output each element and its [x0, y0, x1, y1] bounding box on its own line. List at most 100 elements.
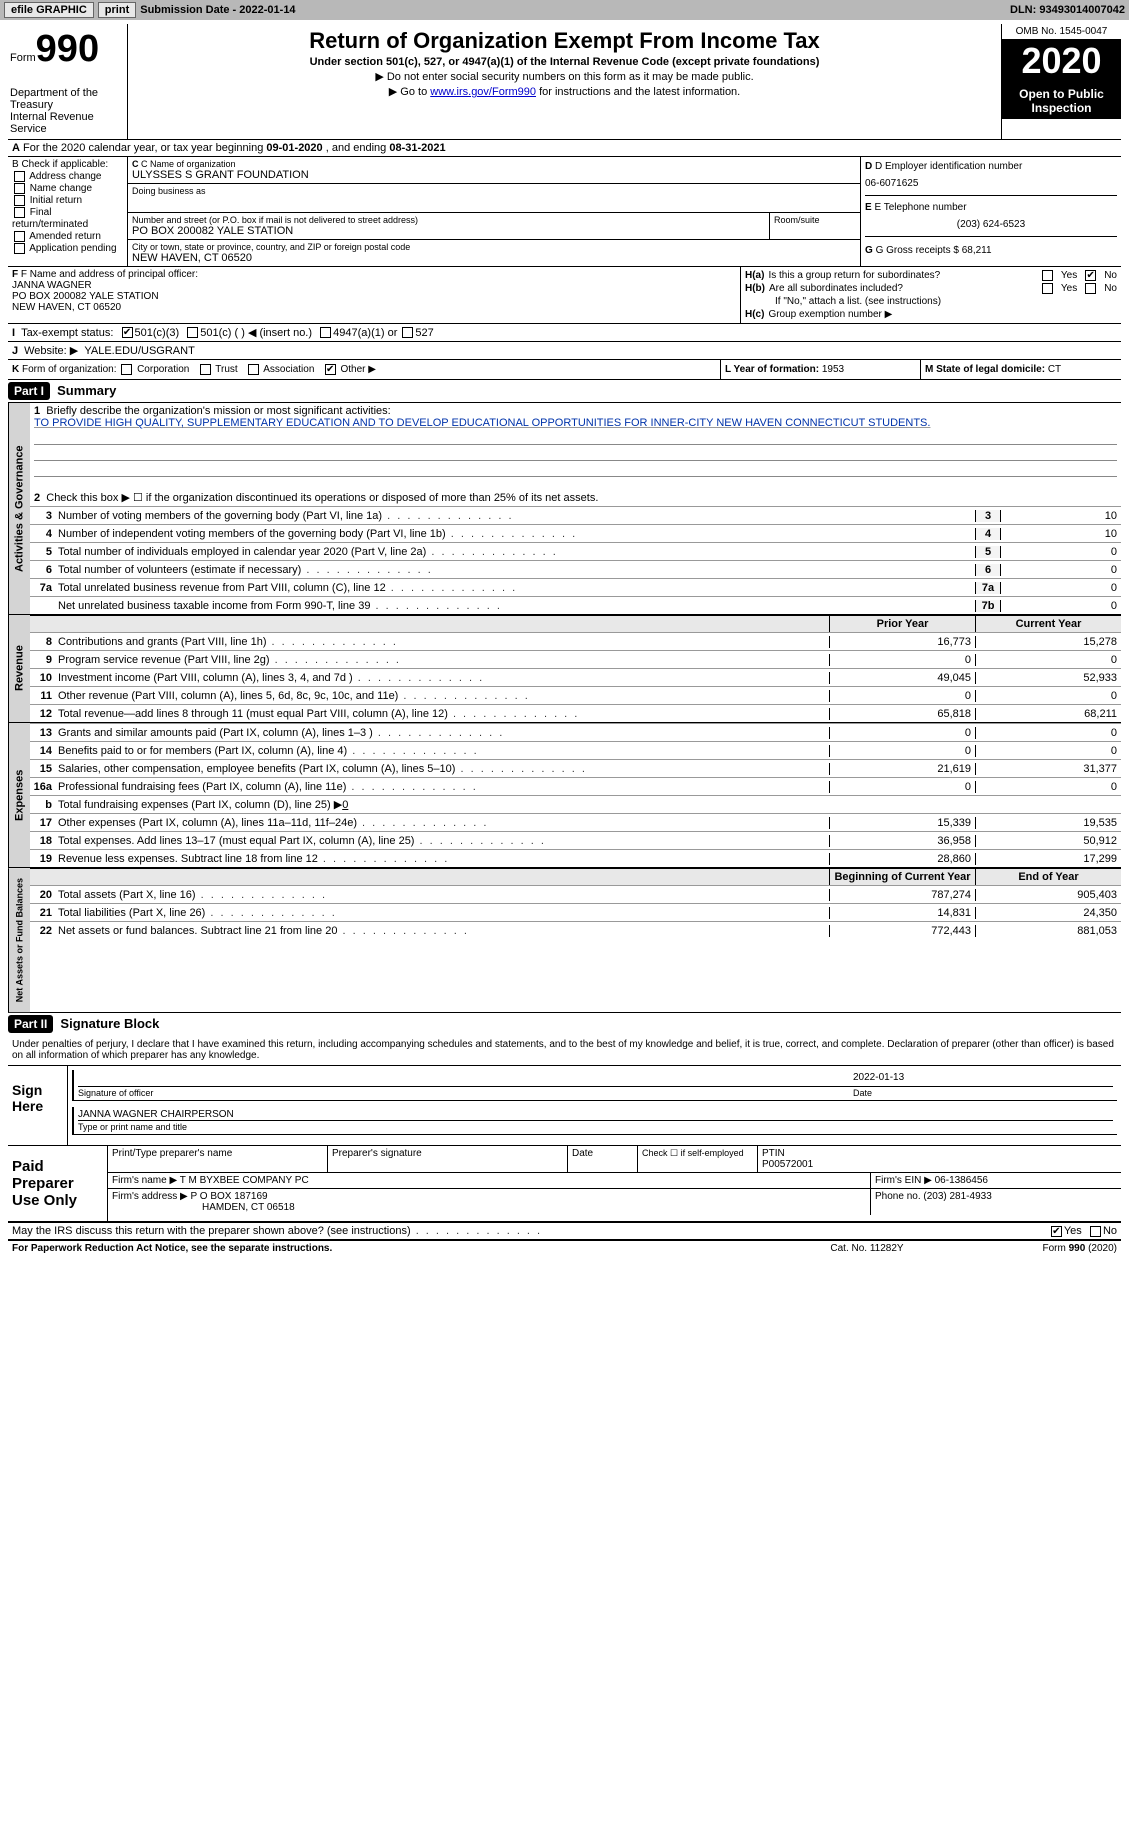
discuss-no[interactable]	[1090, 1226, 1101, 1237]
ein-value: 06-6071625	[865, 178, 1117, 189]
street-box: Number and street (or P.O. box if mail i…	[128, 213, 860, 240]
rev-line-10: 10Investment income (Part VIII, column (…	[30, 668, 1121, 686]
part-1-title: Summary	[57, 383, 116, 398]
phone-value: (203) 624-6523	[865, 219, 1117, 230]
gov-line-5: 5Total number of individuals employed in…	[30, 542, 1121, 560]
gross-receipts: G G Gross receipts $ 68,211	[865, 245, 1117, 256]
header-right: OMB No. 1545-0047 2020 Open to Public In…	[1001, 24, 1121, 139]
open-inspection: Open to Public Inspection	[1002, 83, 1121, 119]
part-1-header: Part I	[8, 382, 50, 400]
rev-line-9: 9Program service revenue (Part VIII, lin…	[30, 650, 1121, 668]
row-f-h: F F Name and address of principal office…	[8, 267, 1121, 324]
revenue-header: Prior Year Current Year	[30, 615, 1121, 632]
net-line-21: 21Total liabilities (Part X, line 26)14,…	[30, 903, 1121, 921]
paid-preparer-label: Paid Preparer Use Only	[8, 1146, 108, 1221]
row-k-l-m: K Form of organization: Corporation Trus…	[8, 360, 1121, 380]
ein-box: D D Employer identification number 06-60…	[865, 159, 1117, 196]
discuss-yes[interactable]	[1051, 1226, 1062, 1237]
officer-name: JANNA WAGNER	[12, 280, 92, 291]
preparer-sig-label: Preparer's signature	[328, 1146, 568, 1172]
website-value: YALE.EDU/USGRANT	[84, 345, 194, 357]
form-word: Form	[10, 52, 36, 64]
exp-line-17: 17Other expenses (Part IX, column (A), l…	[30, 813, 1121, 831]
net-line-20: 20Total assets (Part X, line 16)787,2749…	[30, 885, 1121, 903]
phone-box: E E Telephone number (203) 624-6523	[865, 200, 1117, 237]
footer: For Paperwork Reduction Act Notice, see …	[8, 1241, 1121, 1256]
korg-3[interactable]	[325, 364, 336, 375]
exp-line-19: 19Revenue less expenses. Subtract line 1…	[30, 849, 1121, 867]
name-title-line: JANNA WAGNER CHAIRPERSON Type or print n…	[72, 1107, 1117, 1135]
gov-line-7b: Net unrelated business taxable income fr…	[30, 596, 1121, 614]
form-number: 990	[36, 28, 99, 70]
state-domicile: M State of legal domicile: CT	[921, 360, 1121, 379]
ha-yes[interactable]	[1042, 270, 1053, 281]
omb-number: OMB No. 1545-0047	[1002, 24, 1121, 40]
sidebar-expenses: Expenses	[8, 723, 30, 867]
irs-discuss-row: May the IRS discuss this return with the…	[8, 1223, 1121, 1241]
check-address-change[interactable]: Address change	[12, 171, 123, 182]
form-title: Return of Organization Exempt From Incom…	[136, 28, 993, 54]
paid-preparer-block: Paid Preparer Use Only Print/Type prepar…	[8, 1146, 1121, 1223]
officer-name-title: JANNA WAGNER CHAIRPERSON	[78, 1109, 1113, 1120]
501c3-check[interactable]	[122, 327, 133, 338]
row-j-website: J Website: ▶ YALE.EDU/USGRANT	[8, 342, 1121, 360]
net-line-22: 22Net assets or fund balances. Subtract …	[30, 921, 1121, 939]
firm-phone-cell: Phone no. (203) 281-4933	[871, 1189, 1121, 1215]
form-header: Form990 Department of the Treasury Inter…	[8, 24, 1121, 140]
sidebar-net-assets: Net Assets or Fund Balances	[8, 868, 30, 1012]
org-name: ULYSSES S GRANT FOUNDATION	[132, 169, 856, 181]
col-current-year: Current Year	[975, 616, 1121, 632]
exp-line-14: 14Benefits paid to or for members (Part …	[30, 741, 1121, 759]
exp-line-15: 15Salaries, other compensation, employee…	[30, 759, 1121, 777]
check-final-return-terminated[interactable]: Final return/terminated	[12, 207, 123, 229]
exp-line-13: 13Grants and similar amounts paid (Part …	[30, 723, 1121, 741]
gov-line-4: 4Number of independent voting members of…	[30, 524, 1121, 542]
subtitle-1: Under section 501(c), 527, or 4947(a)(1)…	[136, 56, 993, 68]
efile-button[interactable]: efile GRAPHIC	[4, 2, 94, 18]
sign-here-block: Sign Here Signature of officer 2022-01-1…	[8, 1065, 1121, 1146]
check-application-pending[interactable]: Application pending	[12, 243, 123, 254]
col-f-officer: F F Name and address of principal office…	[8, 267, 741, 323]
header-left: Form990 Department of the Treasury Inter…	[8, 24, 128, 139]
irs-link[interactable]: www.irs.gov/Form990	[430, 86, 536, 98]
dept-treasury: Department of the Treasury Internal Reve…	[10, 87, 125, 135]
check-name-change[interactable]: Name change	[12, 183, 123, 194]
4947-check[interactable]	[320, 327, 331, 338]
self-employed-check: Check ☐ if self-employed	[638, 1146, 758, 1172]
city-state-zip: NEW HAVEN, CT 06520	[132, 252, 856, 264]
city-box: City or town, state or province, country…	[128, 240, 860, 266]
part-2: Part II Signature Block	[8, 1013, 1121, 1035]
korg-1[interactable]	[200, 364, 211, 375]
print-button[interactable]: print	[98, 2, 136, 18]
mission-text: TO PROVIDE HIGH QUALITY, SUPPLEMENTARY E…	[34, 417, 930, 429]
check-amended-return[interactable]: Amended return	[12, 231, 123, 242]
subtitle-2: ▶ Do not enter social security numbers o…	[136, 70, 993, 83]
col-d-e-g: D D Employer identification number 06-60…	[861, 157, 1121, 266]
sign-here-label: Sign Here	[8, 1066, 68, 1145]
dln-label: DLN: 93493014007042	[1010, 4, 1125, 16]
501c-check[interactable]	[187, 327, 198, 338]
year-formation: L Year of formation: 1953	[721, 360, 921, 379]
korg-0[interactable]	[121, 364, 132, 375]
sidebar-governance: Activities & Governance	[8, 403, 30, 614]
firm-address-cell: Firm's address ▶ P O BOX 187169 HAMDEN, …	[108, 1189, 871, 1215]
col-b-header: B Check if applicable:	[12, 159, 123, 170]
col-b-checkboxes: B Check if applicable: Address change Na…	[8, 157, 128, 266]
perjury-statement: Under penalties of perjury, I declare th…	[8, 1035, 1121, 1065]
tax-year: 2020	[1002, 40, 1121, 83]
rev-line-8: 8Contributions and grants (Part VIII, li…	[30, 632, 1121, 650]
subtitle-3: ▶ Go to www.irs.gov/Form990 for instruct…	[136, 85, 993, 98]
korg-2[interactable]	[248, 364, 259, 375]
summary-net-assets: Net Assets or Fund Balances Beginning of…	[8, 867, 1121, 1013]
ha-no[interactable]	[1085, 270, 1096, 281]
col-end-year: End of Year	[975, 869, 1121, 885]
part-1: Part I Summary	[8, 380, 1121, 402]
check-initial-return[interactable]: Initial return	[12, 195, 123, 206]
col-begin-year: Beginning of Current Year	[829, 869, 975, 885]
hb-yes[interactable]	[1042, 283, 1053, 294]
form-990: Form990 Department of the Treasury Inter…	[0, 20, 1129, 1260]
hb-no[interactable]	[1085, 283, 1096, 294]
527-check[interactable]	[402, 327, 413, 338]
row-i-tax-exempt: I Tax-exempt status: 501(c)(3) 501(c) ( …	[8, 324, 1121, 342]
gov-line-7a: 7aTotal unrelated business revenue from …	[30, 578, 1121, 596]
